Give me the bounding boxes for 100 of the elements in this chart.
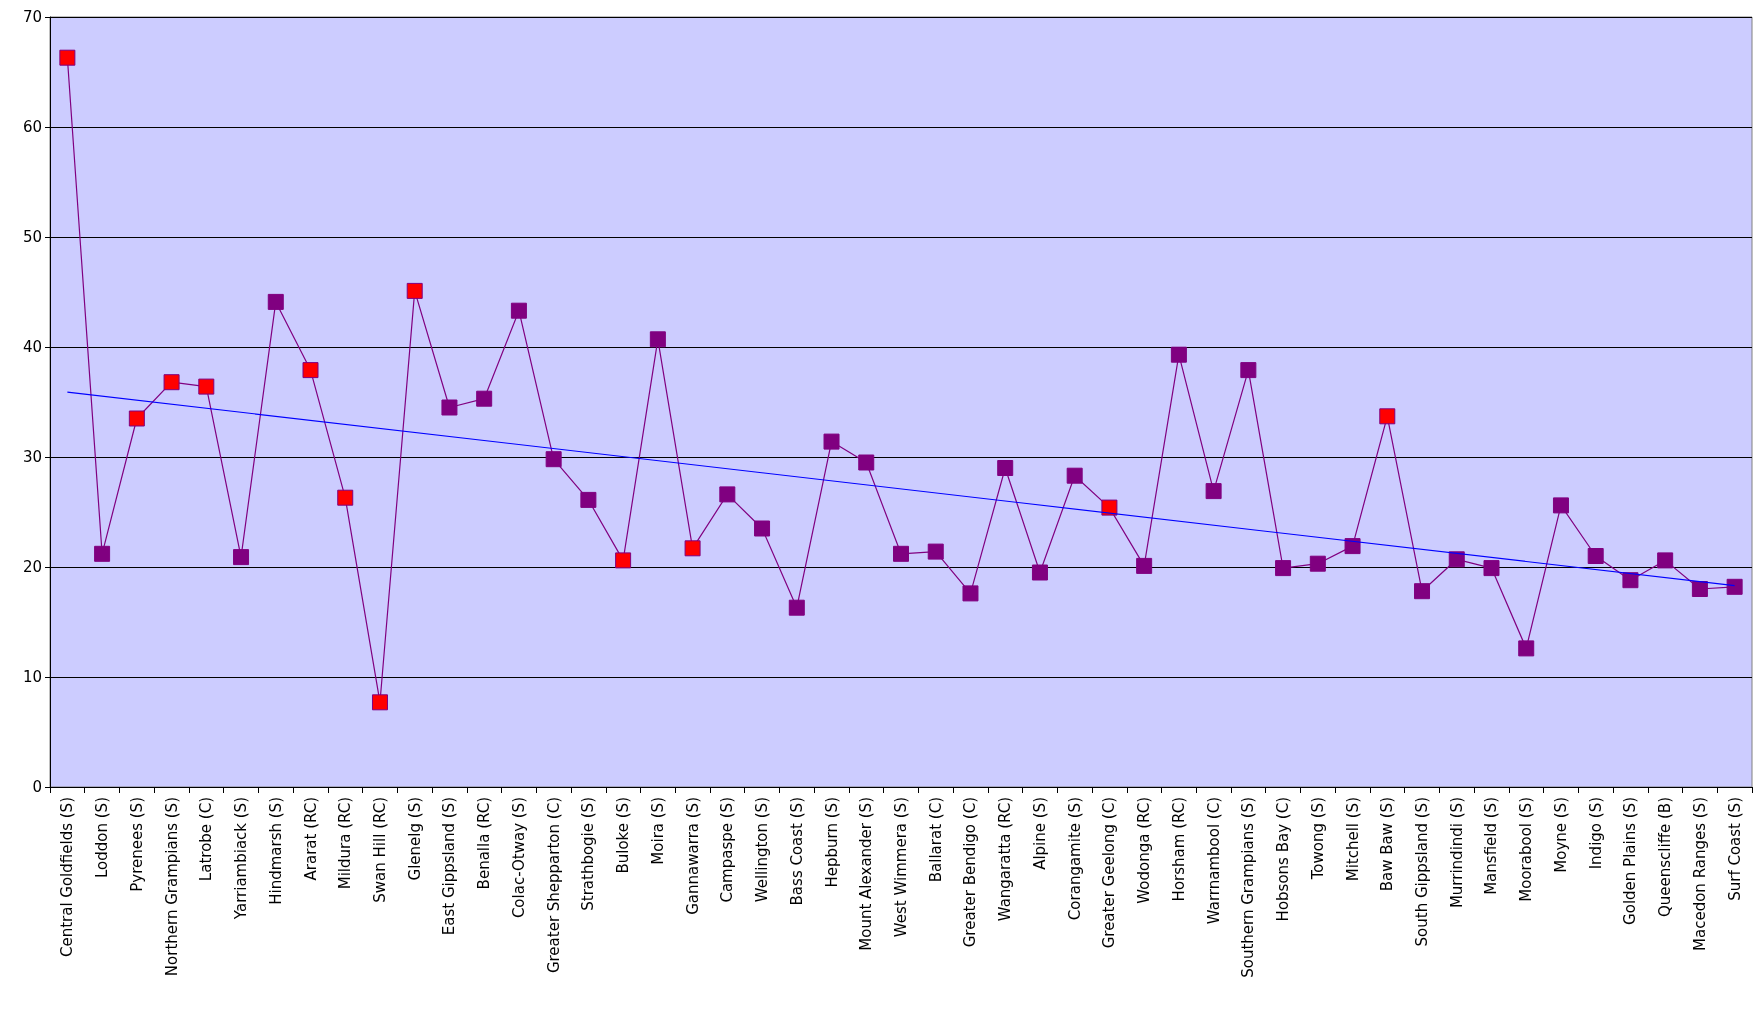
x-tick-label: Wellington (S)	[753, 797, 772, 903]
point	[997, 460, 1014, 476]
x-tick-label: Wodonga (RC)	[1135, 797, 1154, 904]
point	[1205, 483, 1222, 500]
x-tick-label: Surf Coast (S)	[1725, 797, 1744, 901]
x-tick-label: Wangaratta (RC)	[996, 797, 1015, 922]
point	[1691, 581, 1708, 597]
y-tick-label: 10	[22, 668, 42, 686]
x-tick-label: Queenscliffe (B)	[1656, 797, 1675, 917]
x-tick-label: Mansfield (S)	[1482, 797, 1501, 895]
point	[441, 399, 458, 416]
point	[476, 390, 493, 407]
x-tick-label: Loddon (S)	[93, 797, 112, 878]
x-tick-label: Indigo (S)	[1586, 797, 1605, 870]
point	[1587, 548, 1604, 564]
x-tick-label: Pyrenees (S)	[127, 797, 146, 892]
x-tick-label: Moorabool (S)	[1517, 797, 1536, 902]
x-tick-label: Golden Plains (S)	[1621, 797, 1640, 925]
point	[1136, 557, 1153, 574]
x-tick-label: Glenelg (S)	[405, 797, 424, 881]
x-tick-label: Greater Geelong (C)	[1100, 797, 1119, 949]
x-tick-label: Gannawarra (S)	[683, 797, 702, 915]
y-tick-label: 30	[22, 448, 42, 466]
x-tick-label: Yarriambiack (S)	[232, 797, 251, 921]
point	[163, 374, 180, 391]
x-tick-label: Mildura (RC)	[336, 797, 355, 890]
point	[1622, 572, 1639, 589]
point	[684, 540, 701, 557]
x-tick-label: Alpine (S)	[1030, 797, 1049, 870]
point	[406, 282, 423, 299]
point	[858, 454, 875, 471]
x-tick-label: Horsham (RC)	[1169, 797, 1188, 902]
x-tick-label: East Gippsland (S)	[440, 797, 459, 936]
x-tick-label: Murrindindi (S)	[1447, 797, 1466, 909]
point	[1483, 560, 1500, 577]
x-tick-label: Northern Grampians (S)	[162, 797, 181, 977]
x-tick-label: Baw Baw (S)	[1378, 797, 1397, 892]
x-tick-label: Central Goldfields (S)	[58, 797, 77, 958]
x-tick-label: Campaspe (S)	[718, 797, 737, 903]
x-tick-label: South Gippsland (S)	[1413, 797, 1432, 947]
point	[1657, 552, 1674, 569]
point	[1101, 499, 1118, 516]
point	[1518, 640, 1535, 657]
y-tick-label: 0	[32, 778, 42, 796]
point	[754, 520, 771, 537]
point	[1379, 408, 1396, 425]
point	[267, 293, 284, 310]
x-tick-label: Towong (S)	[1308, 797, 1327, 881]
point	[1240, 362, 1257, 379]
x-tick-label: Latrobe (C)	[197, 797, 216, 882]
point	[59, 49, 76, 66]
y-tick-label: 20	[22, 558, 42, 576]
point	[1066, 467, 1083, 484]
point	[371, 694, 388, 711]
x-tick-label: Hobsons Bay (C)	[1274, 797, 1293, 922]
y-tick-label: 40	[22, 338, 42, 356]
point	[615, 552, 632, 569]
point	[198, 378, 215, 395]
point	[337, 489, 354, 506]
point	[649, 331, 666, 348]
point	[1552, 497, 1569, 514]
point	[1448, 551, 1465, 568]
x-tick-label: Buloke (S)	[614, 797, 633, 874]
x-tick-label: Macedon Ranges (S)	[1690, 797, 1709, 951]
x-tick-label: Greater Bendigo (C)	[961, 797, 980, 948]
point	[302, 362, 319, 379]
point	[823, 433, 840, 450]
point	[510, 302, 527, 319]
point	[580, 491, 597, 508]
point	[1344, 538, 1361, 555]
point	[1414, 583, 1431, 600]
x-tick-label: Ballarat (C)	[926, 797, 945, 883]
x-tick-label: Strathbogie (S)	[579, 797, 598, 911]
point	[545, 451, 562, 468]
point	[94, 545, 111, 562]
x-tick-label: Hepburn (S)	[822, 797, 841, 888]
x-tick-label: Benalla (RC)	[475, 797, 494, 890]
point	[1309, 555, 1326, 572]
x-tick-label: Moyne (S)	[1551, 797, 1570, 873]
x-tick-label: Swan Hill (RC)	[370, 797, 389, 903]
x-tick-label: Hindmarsh (S)	[266, 797, 285, 905]
x-tick-label: Mitchell (S)	[1343, 797, 1362, 882]
x-tick-label: Corangamite (S)	[1065, 797, 1084, 921]
point	[128, 410, 145, 427]
point	[719, 486, 736, 503]
y-tick-label: 50	[22, 228, 42, 246]
x-tick-label: Moira (S)	[648, 797, 667, 865]
point	[893, 545, 909, 562]
y-tick-label: 60	[22, 118, 42, 136]
y-tick-label: 70	[22, 8, 42, 26]
x-tick-label: West Wimmera (S)	[892, 797, 910, 938]
x-tick-label: Colac-Otway (S)	[509, 797, 528, 919]
point	[962, 585, 979, 602]
x-tick-label: Warrnambool (C)	[1204, 797, 1223, 925]
point	[1031, 564, 1048, 581]
x-tick-label: Greater Shepparton (C)	[544, 797, 563, 974]
point	[1170, 346, 1187, 363]
point	[788, 599, 805, 616]
point	[1726, 578, 1743, 595]
point	[233, 549, 250, 566]
